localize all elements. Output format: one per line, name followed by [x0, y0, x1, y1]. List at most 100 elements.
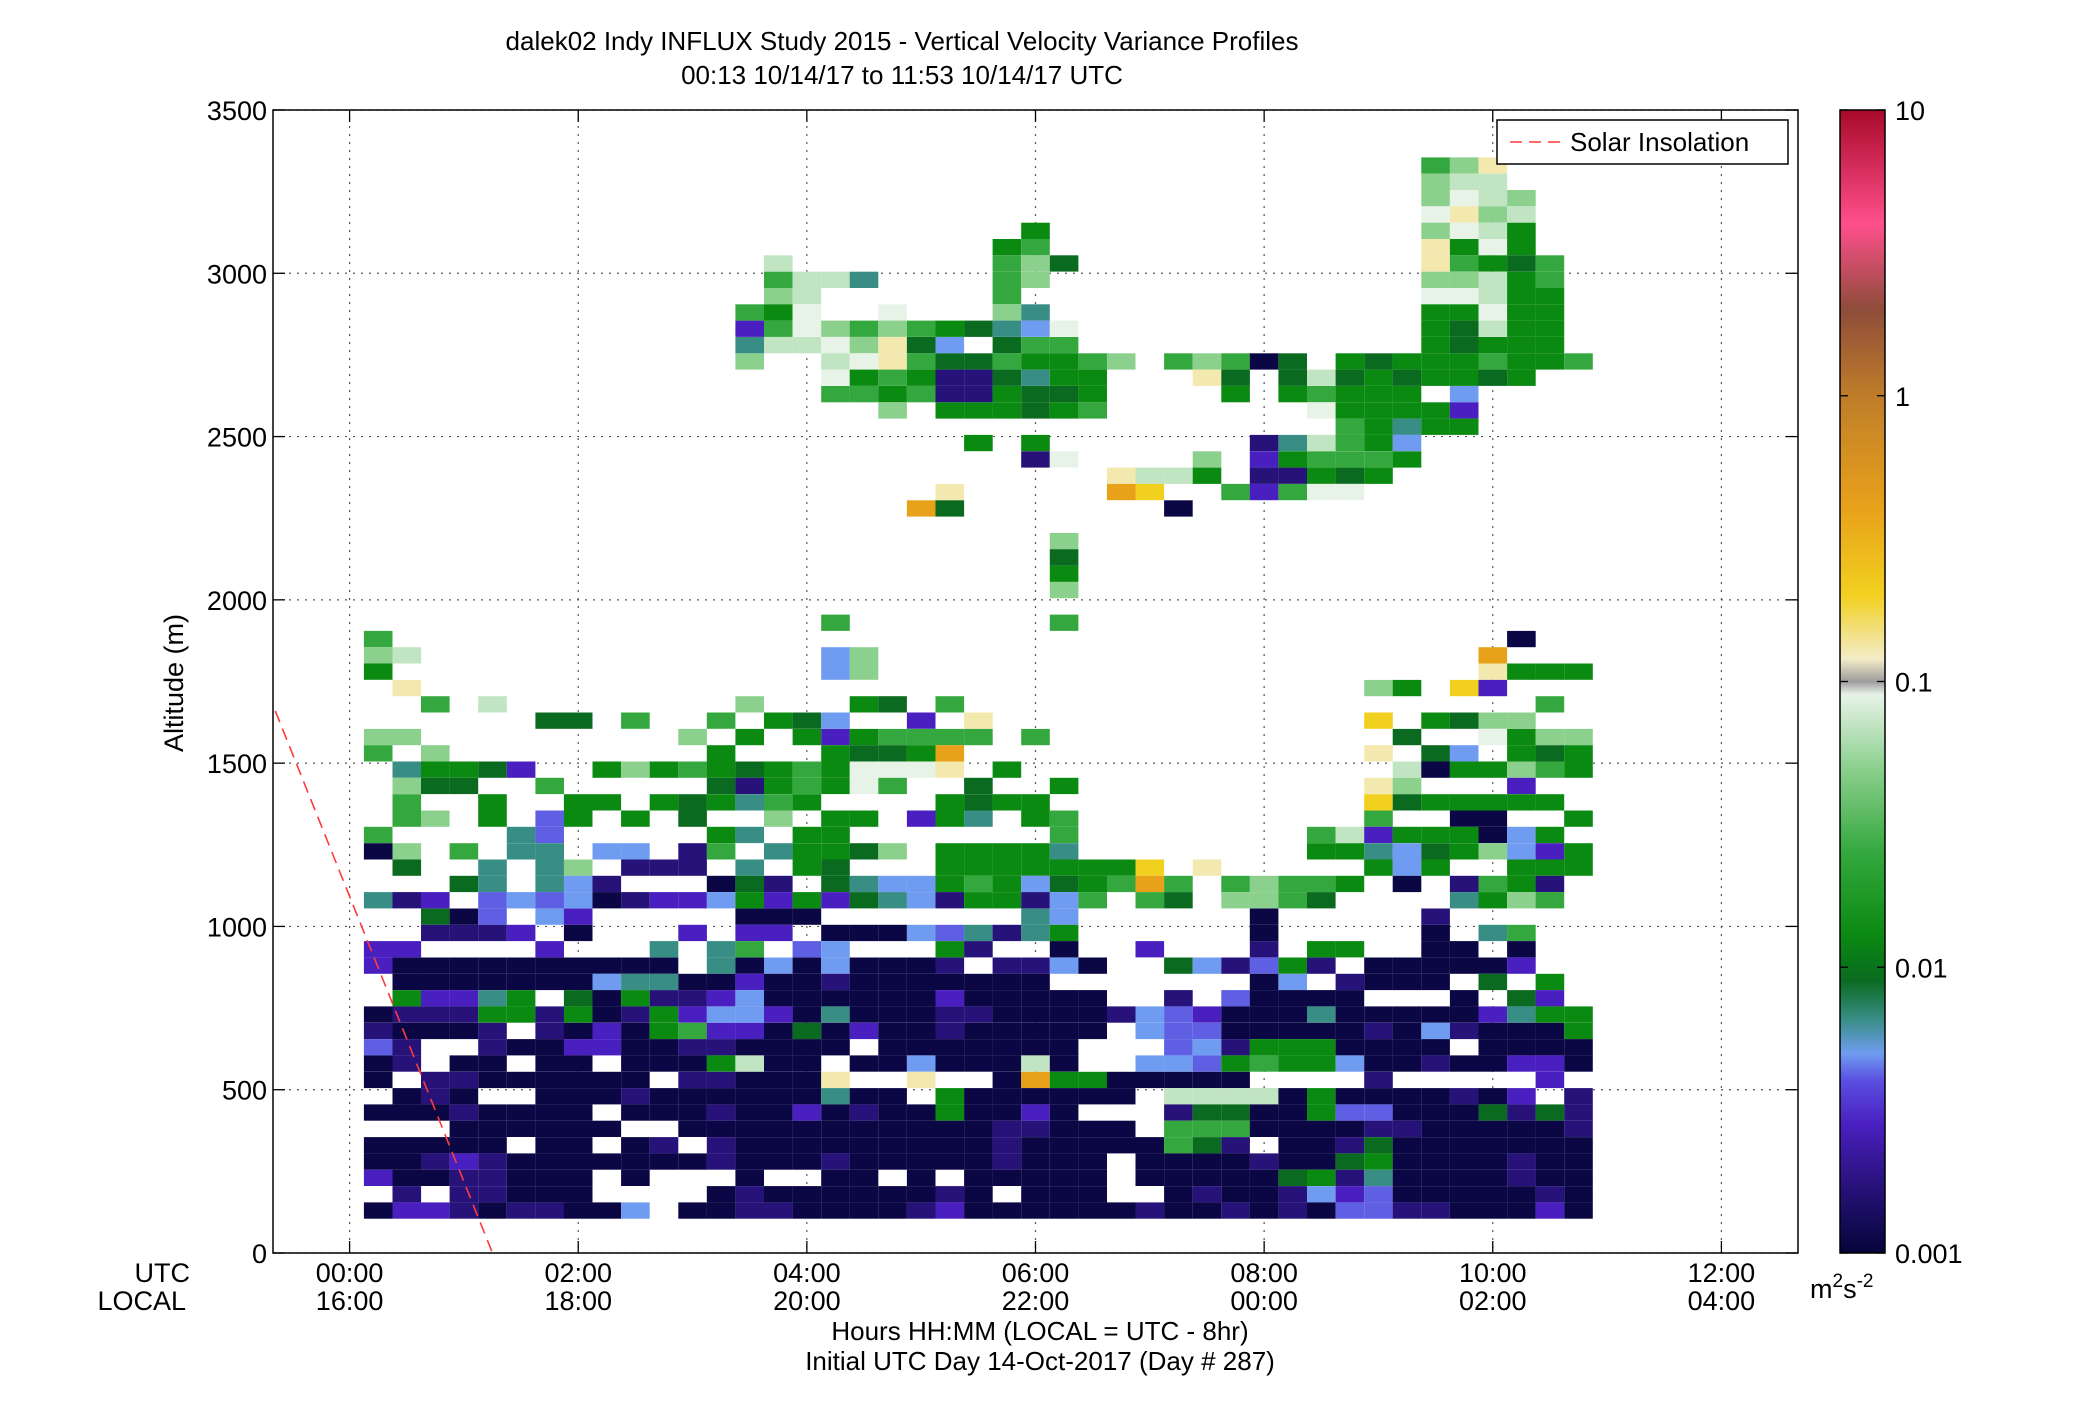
- heatmap-cell: [964, 810, 993, 827]
- heatmap-cell: [1021, 1137, 1050, 1154]
- heatmap-cell: [706, 712, 736, 729]
- heatmap-cell: [392, 761, 422, 778]
- heatmap-cell: [1535, 1202, 1565, 1219]
- heatmap-cell: [1106, 483, 1136, 501]
- heatmap-cell: [935, 794, 965, 811]
- heatmap-cell: [992, 794, 1022, 811]
- heatmap-cell: [1364, 745, 1393, 762]
- heatmap-cell: [535, 973, 564, 991]
- heatmap-cell: [363, 1022, 393, 1040]
- heatmap-cell: [821, 1202, 850, 1219]
- heatmap-cell: [935, 1006, 965, 1023]
- heatmap-cell: [1449, 353, 1479, 370]
- heatmap-cell: [1564, 810, 1593, 827]
- heatmap-cell: [1135, 467, 1165, 484]
- heatmap-cell: [1507, 1039, 1536, 1056]
- heatmap-cell: [421, 924, 450, 942]
- heatmap-cell: [1249, 451, 1279, 468]
- heatmap-cell: [1421, 745, 1450, 762]
- heatmap-cell: [735, 337, 764, 354]
- heatmap-cell: [1249, 1169, 1279, 1186]
- heatmap-cell: [849, 777, 879, 795]
- heatmap-cell: [563, 1120, 593, 1137]
- heatmap-cell: [1392, 973, 1422, 991]
- heatmap-cell: [964, 941, 993, 958]
- heatmap-cell: [363, 826, 393, 844]
- heatmap-cell: [906, 1039, 936, 1056]
- heatmap-cell: [735, 1039, 764, 1056]
- heatmap-cell: [906, 1071, 936, 1089]
- heatmap-cell: [1421, 304, 1450, 321]
- heatmap-cell: [935, 941, 965, 958]
- heatmap-cell: [1421, 206, 1450, 223]
- heatmap-cell: [449, 1071, 479, 1089]
- heatmap-cell: [1021, 1022, 1050, 1040]
- heatmap-cell: [678, 728, 707, 746]
- legend-label: Solar Insolation: [1570, 127, 1749, 157]
- heatmap-cell: [1021, 990, 1050, 1007]
- heatmap-cell: [449, 973, 479, 991]
- heatmap-cell: [1478, 892, 1508, 909]
- heatmap-cell: [649, 859, 679, 876]
- heatmap-cell: [563, 1137, 593, 1154]
- heatmap-cell: [935, 1088, 965, 1105]
- heatmap-cell: [1135, 1022, 1165, 1040]
- heatmap-cell: [1078, 990, 1107, 1007]
- heatmap-cell: [1535, 1039, 1565, 1056]
- heatmap-cell: [992, 990, 1022, 1007]
- heatmap-cell: [906, 1006, 936, 1023]
- heatmap-cell: [1192, 1153, 1222, 1170]
- heatmap-cell: [1392, 859, 1422, 876]
- heatmap-cell: [1049, 369, 1079, 386]
- heatmap-cell: [1335, 1104, 1365, 1121]
- heatmap-cell: [849, 843, 879, 860]
- heatmap-cell: [1535, 1104, 1565, 1121]
- heatmap-cell: [1392, 761, 1422, 778]
- heatmap-cell: [1507, 1137, 1536, 1154]
- heatmap-cell: [821, 941, 850, 958]
- heatmap-cell: [363, 892, 393, 909]
- heatmap-cell: [878, 843, 907, 860]
- heatmap-cell: [1478, 1104, 1508, 1121]
- heatmap-cell: [678, 973, 707, 991]
- heatmap-cell: [764, 255, 793, 272]
- x-tick-label-local: 22:00: [1002, 1286, 1070, 1316]
- heatmap-cell: [1278, 957, 1307, 974]
- heatmap-cell: [878, 353, 907, 370]
- heatmap-cell: [735, 320, 764, 337]
- heatmap-cell: [1049, 1186, 1079, 1203]
- heatmap-cell: [1449, 712, 1479, 729]
- heatmap-cell: [849, 337, 879, 354]
- heatmap-cell: [1106, 1071, 1136, 1089]
- heatmap-cell: [1507, 745, 1536, 762]
- y-tick-label: 2500: [207, 423, 267, 453]
- heatmap-cell: [792, 1088, 822, 1105]
- heatmap-cell: [1478, 239, 1508, 256]
- heatmap-cell: [535, 777, 564, 795]
- heatmap-cell: [735, 941, 764, 958]
- heatmap-cell: [421, 696, 450, 713]
- heatmap-cell: [1049, 843, 1079, 860]
- heatmap-cell: [1164, 1202, 1193, 1219]
- heatmap-cell: [992, 1039, 1022, 1056]
- x-tick-label-utc: 10:00: [1459, 1258, 1527, 1288]
- heatmap-cell: [1421, 941, 1450, 958]
- heatmap-cell: [1221, 1039, 1250, 1056]
- heatmap-cell: [1364, 973, 1393, 991]
- heatmap-cell: [621, 1022, 650, 1040]
- heatmap-cell: [1564, 1153, 1593, 1170]
- heatmap-cell: [1135, 1006, 1165, 1023]
- heatmap-cell: [1507, 206, 1536, 223]
- heatmap-cell: [878, 745, 907, 762]
- heatmap-cell: [1078, 402, 1107, 419]
- heatmap-cell: [1021, 369, 1050, 386]
- heatmap-cell: [764, 810, 793, 827]
- heatmap-cell: [992, 1120, 1022, 1137]
- heatmap-cell: [792, 1039, 822, 1056]
- heatmap-cell: [878, 1137, 907, 1154]
- heatmap-cell: [1478, 1169, 1508, 1186]
- heatmap-cell: [906, 1137, 936, 1154]
- heatmap-cell: [1192, 353, 1222, 370]
- heatmap-cell: [792, 1104, 822, 1121]
- heatmap-cell: [992, 288, 1022, 305]
